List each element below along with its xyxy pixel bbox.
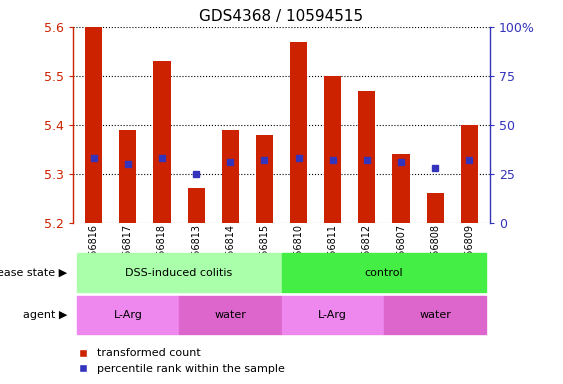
Bar — [324, 76, 341, 223]
Bar — [179, 296, 282, 334]
Bar — [77, 253, 282, 292]
Bar — [392, 154, 409, 223]
Text: L-Arg: L-Arg — [318, 310, 347, 320]
Bar — [222, 130, 239, 223]
Text: DSS-induced colitis: DSS-induced colitis — [126, 268, 233, 278]
Bar — [77, 296, 179, 334]
Bar — [154, 61, 171, 223]
Text: water: water — [215, 310, 246, 320]
Bar — [290, 41, 307, 223]
Text: disease state ▶: disease state ▶ — [0, 268, 68, 278]
Bar — [282, 253, 486, 292]
Bar — [358, 91, 376, 223]
Bar — [256, 134, 273, 223]
Bar — [119, 130, 136, 223]
Legend: transformed count, percentile rank within the sample: transformed count, percentile rank withi… — [68, 344, 290, 379]
Title: GDS4368 / 10594515: GDS4368 / 10594515 — [199, 9, 364, 24]
Bar — [427, 193, 444, 223]
Bar — [85, 27, 102, 223]
Bar — [282, 296, 384, 334]
Bar — [384, 296, 486, 334]
Text: agent ▶: agent ▶ — [23, 310, 68, 320]
Bar — [461, 125, 478, 223]
Text: control: control — [365, 268, 403, 278]
Text: water: water — [419, 310, 451, 320]
Bar — [187, 189, 205, 223]
Text: L-Arg: L-Arg — [113, 310, 142, 320]
